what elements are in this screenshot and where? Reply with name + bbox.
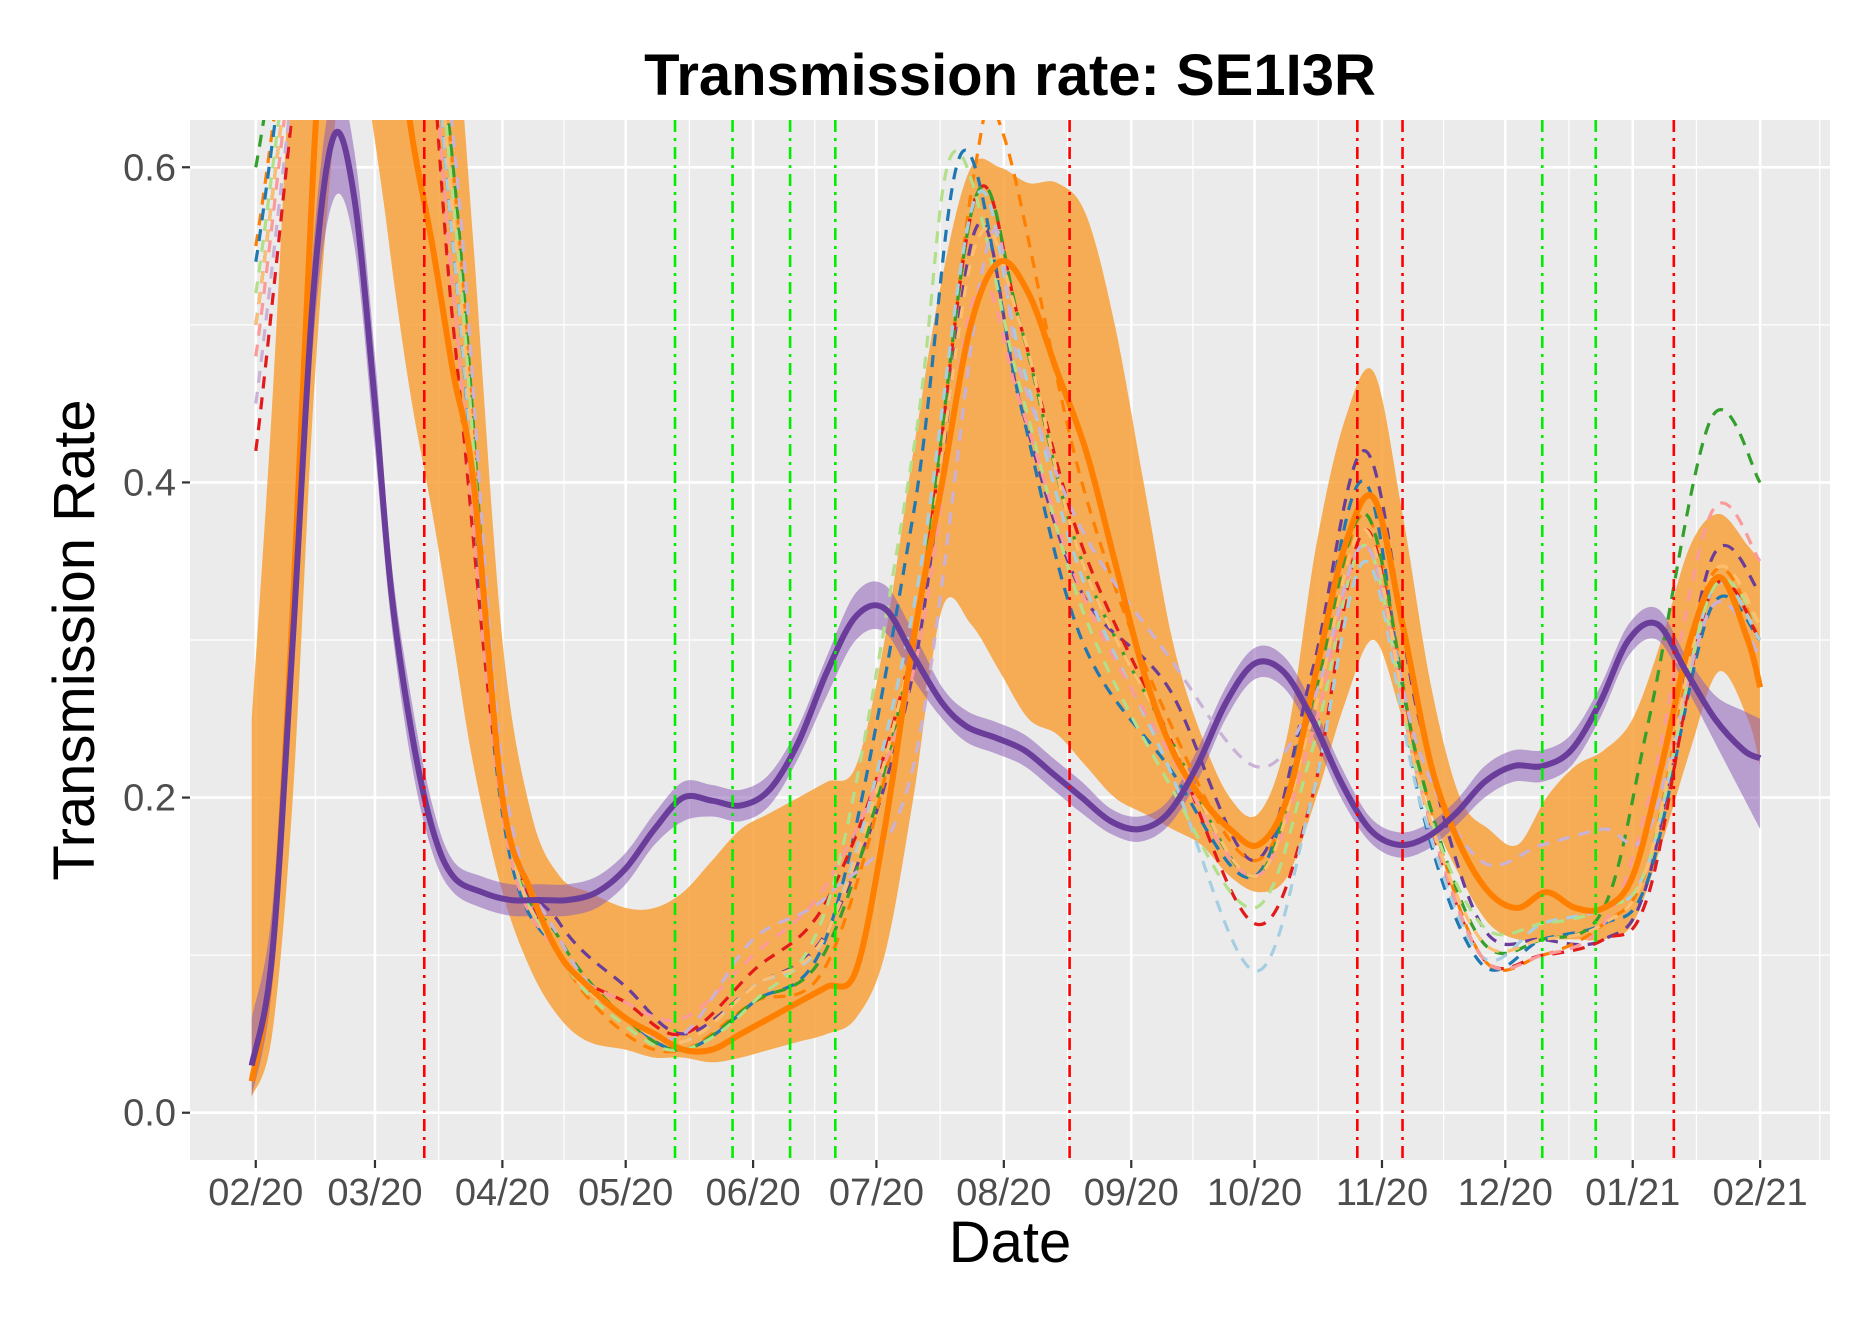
x-tick-label: 08/20 (956, 1172, 1051, 1214)
x-tick-label: 02/20 (208, 1172, 303, 1214)
dashed-series-line (254, 120, 1762, 1052)
x-tick-label: 04/20 (455, 1172, 550, 1214)
x-axis-label: Date (949, 1210, 1072, 1275)
x-tick-label: 12/20 (1458, 1172, 1553, 1214)
y-tick-label: 0.4 (123, 462, 176, 504)
solid-series-line (248, 128, 1762, 1067)
x-tick-label: 03/20 (327, 1172, 422, 1214)
x-tick-label: 01/21 (1585, 1172, 1680, 1214)
reference-lines (422, 120, 1676, 1160)
y-tick-label: 0.6 (123, 147, 176, 189)
y-tick-label: 0.0 (123, 1093, 176, 1135)
dashed-series-line (254, 120, 1762, 1052)
solid-series-line (248, 120, 1764, 1082)
x-tick-label: 02/21 (1713, 1172, 1808, 1214)
confidence-bands (251, 120, 1761, 1097)
dashed-series-line (254, 120, 1762, 1037)
dashed-series-line (254, 120, 1762, 1036)
y-tick-label: 0.2 (123, 778, 176, 820)
x-tick-label: 11/20 (1336, 1172, 1428, 1214)
x-tick-label: 06/20 (706, 1172, 801, 1214)
x-tick-label: 05/20 (578, 1172, 673, 1214)
axes: 02/20 03/20 04/20 05/20 06/20 07/20 08/20 09/20… (123, 147, 1808, 1214)
dashed-series-line (254, 120, 1762, 1045)
x-tick-label: 09/20 (1084, 1172, 1179, 1214)
x-tick-label: 10/20 (1207, 1172, 1302, 1214)
dashed-series-line (254, 120, 1762, 1053)
confidence-band (251, 120, 1761, 1097)
y-axis-label: Transmission Rate (42, 399, 107, 880)
solid-series-lines (248, 120, 1764, 1082)
confidence-band (251, 120, 1761, 1097)
chart-title: Transmission rate: SE1I3R (644, 43, 1376, 108)
x-tick-label: 07/20 (829, 1172, 924, 1214)
